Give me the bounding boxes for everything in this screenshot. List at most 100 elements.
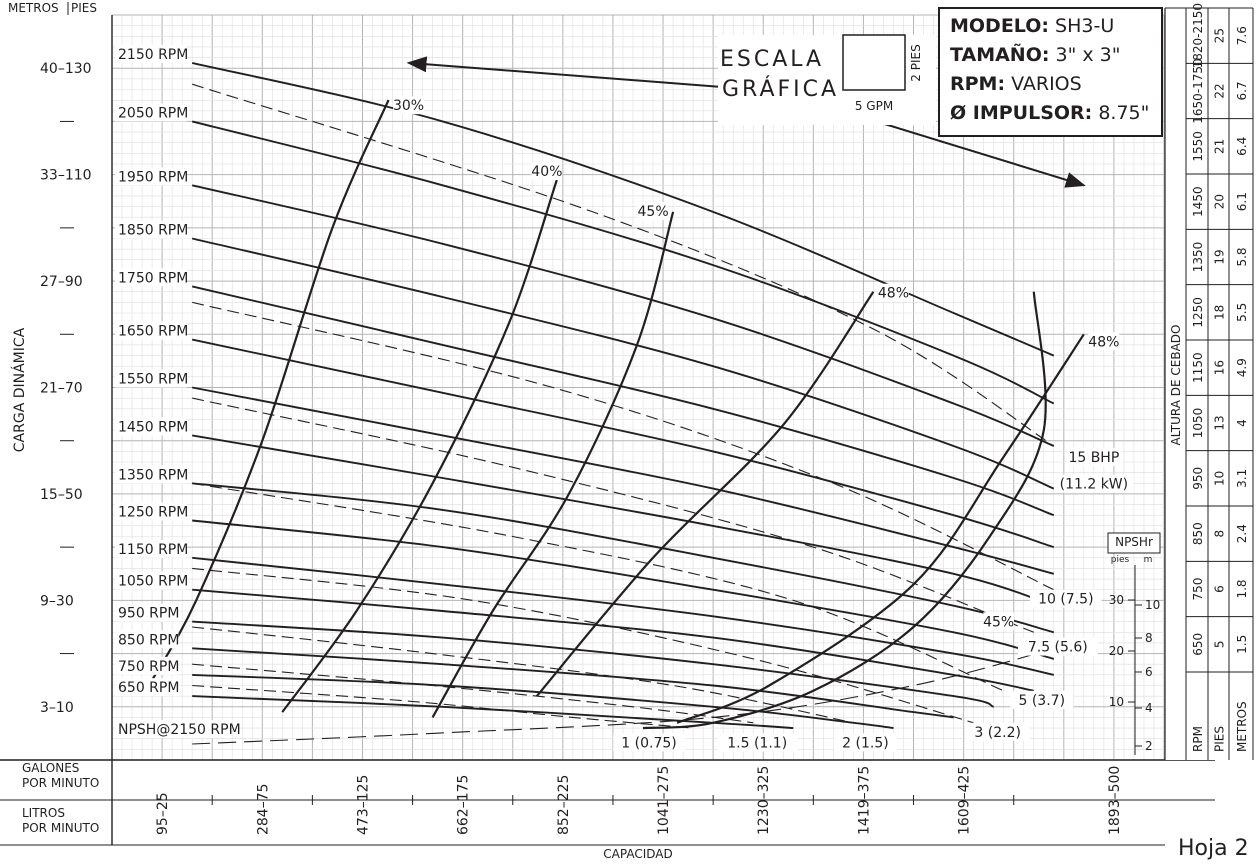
power-label-bg — [833, 733, 898, 752]
speed-label: 2050 RPM — [118, 105, 188, 121]
model-value: VARIOS — [1005, 73, 1082, 95]
table-cell: 1350 — [1191, 242, 1205, 273]
table-cell: 1550 — [1191, 131, 1205, 162]
table-header-cell: METROS — [1235, 701, 1249, 752]
speed-label: 1950 RPM — [118, 169, 188, 185]
model-key: TAMAÑO: — [950, 42, 1049, 66]
model-line: TAMAÑO: 3" x 3" — [950, 42, 1120, 66]
power-label: 1.5 (1.1) — [727, 735, 787, 751]
plot-grid — [111, 14, 1165, 761]
power-curve — [192, 83, 1055, 447]
page-label: Hoja 2 — [1178, 836, 1249, 861]
npshr-feet-label: 10 — [1109, 695, 1124, 709]
speed-label-bg — [115, 167, 187, 186]
speed-label: 1850 RPM — [118, 223, 188, 239]
npshr-feet-label: 20 — [1109, 644, 1124, 658]
x-header-gpm-2: POR MINUTO — [22, 776, 99, 790]
speed-label: 1450 RPM — [118, 419, 188, 435]
table-cell: 5.5 — [1235, 303, 1249, 322]
speed-curve — [192, 556, 1055, 676]
y-tick-label: 21–70 — [40, 381, 83, 397]
x-tick-label: 95–25 — [155, 792, 171, 835]
curve-labels: 2150 RPM 2050 RPM 1950 RPM 1850 RPM 1750 RPM… — [115, 44, 1161, 755]
x-axis-title: CAPACIDAD — [603, 847, 672, 861]
speed-curve — [191, 237, 1055, 490]
table-cell: 4.9 — [1235, 358, 1249, 377]
power-label-bg — [1017, 637, 1098, 656]
speed-label-bg — [115, 630, 179, 649]
power-label: 3 (2.2) — [974, 725, 1021, 741]
npshr-col-feet: pies — [1111, 555, 1130, 565]
table-cell: 1450 — [1191, 186, 1205, 217]
speed-label-bg — [115, 678, 179, 697]
table-cell: 750 — [1191, 578, 1205, 601]
speed-label: 850 RPM — [118, 632, 179, 648]
table-cell: 1150 — [1191, 352, 1205, 383]
power-curve — [192, 301, 1055, 591]
table-cell: 6.7 — [1235, 81, 1249, 100]
model-line: RPM: VARIOS — [950, 73, 1082, 95]
speed-label: 1650 RPM — [118, 324, 188, 340]
npshr-m-label: 2 — [1145, 739, 1153, 753]
power-label-bg — [1030, 589, 1102, 608]
efficiency-curves — [151, 99, 1085, 730]
table-cell: 5.8 — [1235, 247, 1249, 266]
table-cell: 1820-2150 — [1191, 3, 1205, 68]
table-cell: 20 — [1213, 194, 1227, 209]
speed-curve — [192, 482, 1055, 634]
table-cell: 19 — [1213, 249, 1227, 264]
y-tick-label: 33–110 — [40, 168, 92, 184]
model-key: Ø IMPULSOR: — [950, 102, 1092, 124]
table-cell: 1250 — [1191, 297, 1205, 328]
power-label-bg — [613, 733, 685, 752]
x-tick-label: 1893–500 — [1107, 766, 1123, 835]
x-tick-label: 1419–375 — [856, 766, 872, 835]
speed-curve — [192, 588, 1034, 692]
table-cell: 10 — [1213, 471, 1227, 486]
npshr-feet-label: 30 — [1109, 593, 1124, 607]
npshr-m-label: 10 — [1145, 598, 1160, 612]
table-cell: 7.6 — [1235, 26, 1249, 45]
scale-title-2: GRÁFICA — [722, 76, 839, 102]
x-header-lpm-2: POR MINUTO — [22, 821, 99, 835]
table-cell: 1050 — [1191, 408, 1205, 439]
table-cell: 1.5 — [1235, 635, 1249, 654]
priming-table-title: ALTURA DE CEBADO — [1169, 325, 1183, 446]
table-cell: 6.1 — [1235, 192, 1249, 211]
efficiency-label: 48% — [878, 286, 909, 302]
power-curve — [192, 397, 1034, 633]
power-curve — [192, 684, 694, 729]
speed-label: 950 RPM — [118, 606, 179, 622]
scale-title-1: ESCALA — [720, 47, 824, 72]
y-axis-title: CARGA DINÁMICA — [11, 327, 28, 452]
y-tick-label: 15–50 — [40, 487, 83, 503]
power-label: 1 (0.75) — [621, 735, 676, 751]
speed-label: 750 RPM — [118, 659, 179, 675]
speed-label-bg — [115, 571, 187, 590]
speed-curve — [192, 647, 954, 719]
npsh-curve-line — [192, 642, 1074, 745]
speed-label: 1150 RPM — [118, 542, 188, 558]
power-label: 10 (7.5) — [1038, 592, 1093, 608]
model-box — [938, 7, 1163, 137]
x-tick-label: 852–225 — [556, 775, 572, 835]
speed-label-bg — [115, 539, 187, 558]
speed-label: 1750 RPM — [118, 270, 188, 286]
speed-label-bg — [115, 417, 187, 436]
power-label-15-bhp-bg — [1066, 448, 1122, 466]
plot-frame — [0, 15, 1215, 846]
model-line: Ø IMPULSOR: 8.75" — [950, 102, 1149, 124]
table-cell: 8 — [1213, 530, 1227, 538]
speed-label-bg — [115, 321, 187, 340]
speed-curve — [191, 61, 1055, 357]
y-header-metric: METROS — [8, 1, 59, 15]
npshr-title: NPSHr — [1115, 535, 1153, 549]
priming-table: ALTURA DE CEBADO RPM PIES METROS 650 5 1.5 750 6… — [1164, 3, 1258, 760]
npsh-label-bg — [115, 720, 228, 739]
efficiency-curve — [431, 211, 675, 718]
speed-curve — [192, 519, 1055, 660]
table-header-cell: PIES — [1213, 726, 1227, 752]
efficiency-curve — [676, 333, 1085, 724]
x-tick-label: 473–125 — [355, 775, 371, 835]
